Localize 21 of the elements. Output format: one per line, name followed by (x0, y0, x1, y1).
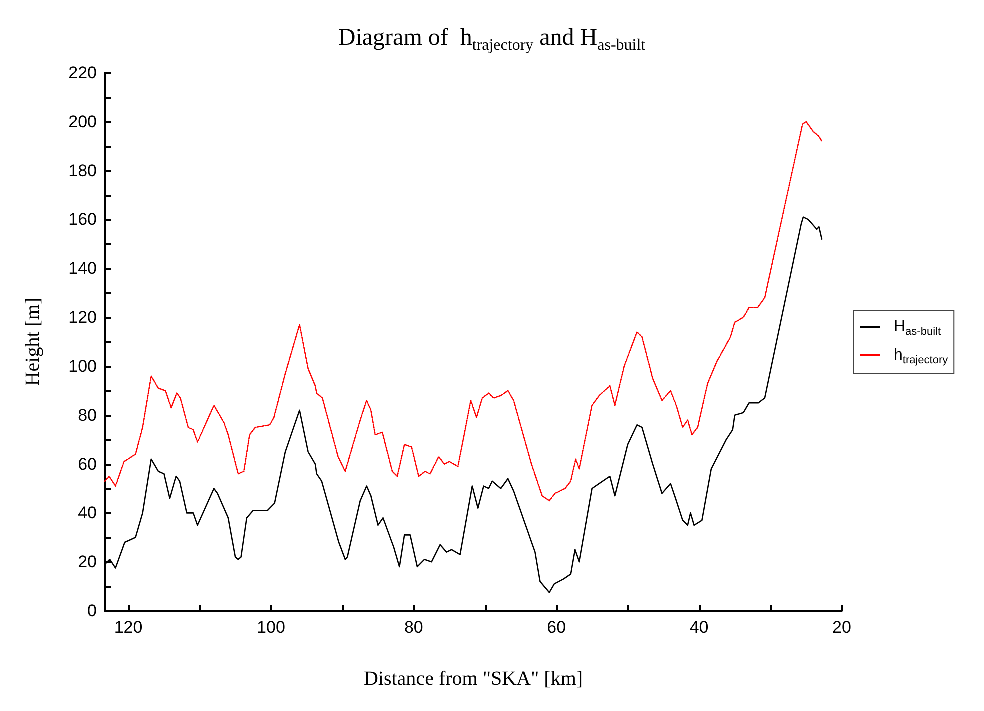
y-axis-title: Height [m] (22, 298, 44, 386)
y-tick-label: 180 (68, 161, 97, 180)
y-tick-label: 60 (78, 454, 97, 474)
y-tick-label: 200 (68, 112, 97, 132)
y-tick-label: 80 (78, 406, 97, 425)
x-tick-label: 120 (114, 618, 143, 637)
x-tick-label: 80 (404, 618, 424, 637)
y-tick-label: 100 (68, 356, 97, 376)
x-axis-title: Distance from "SKA" [km] (364, 668, 584, 690)
line-series (104, 121, 823, 502)
y-tick-label: 140 (68, 259, 97, 278)
y-tick-label: 20 (78, 552, 97, 572)
y-tick-label: 40 (78, 504, 97, 523)
x-tick-label: 40 (690, 618, 709, 637)
x-tick-label: 100 (257, 618, 286, 637)
y-tick-label: 220 (68, 64, 97, 82)
x-tick-label: 60 (547, 618, 566, 637)
x-tick-label: 20 (832, 618, 852, 637)
y-tick-label: 120 (68, 308, 97, 328)
y-tick-label: 160 (68, 210, 97, 230)
y-tick-label: 0 (88, 602, 97, 620)
